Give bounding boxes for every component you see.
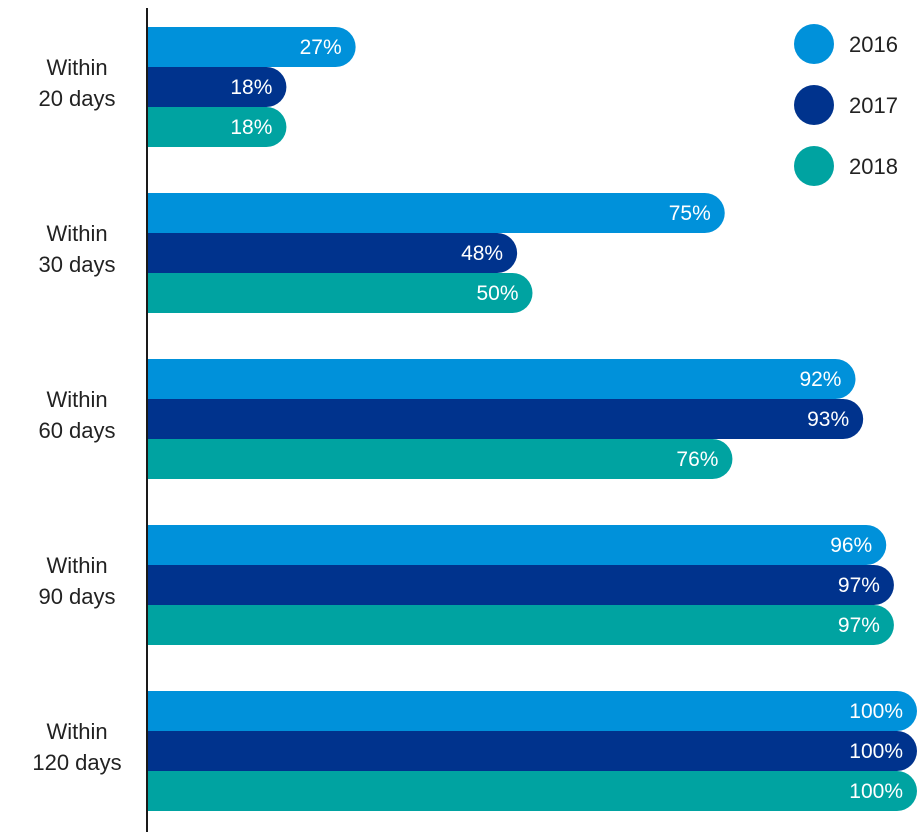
- value-label-2017-cat-1: 48%: [461, 242, 503, 265]
- bar-2016-cat-3: [148, 525, 887, 565]
- value-label-2016-cat-0: 27%: [300, 36, 342, 59]
- bar-2017-cat-4: [148, 731, 917, 771]
- bar-2018-cat-4: [148, 771, 917, 811]
- bar-2017-cat-3: [148, 565, 894, 605]
- bar-2018-cat-1: [148, 273, 533, 313]
- legend-swatch-2016: [794, 24, 834, 64]
- category-label-2-line-1: 60 days: [38, 418, 115, 443]
- category-label-3-line-1: 90 days: [38, 584, 115, 609]
- bar-2016-cat-4: [148, 691, 917, 731]
- bar-2016-cat-0: [148, 27, 356, 67]
- category-label-0-line-0: Within: [46, 55, 107, 80]
- value-label-2016-cat-1: 75%: [669, 202, 711, 225]
- category-label-0-line-1: 20 days: [38, 86, 115, 111]
- value-label-2018-cat-4: 100%: [849, 780, 903, 803]
- category-labels: Within 20 days Within 30 days Within 60 days W…: [32, 55, 121, 775]
- legend-label-2017: 2017: [849, 93, 898, 118]
- bar-2016-cat-1: [148, 193, 725, 233]
- value-label-2018-cat-0: 18%: [230, 116, 272, 139]
- category-label-4-line-1: 120 days: [32, 750, 121, 775]
- legend-label-2018: 2018: [849, 154, 898, 179]
- value-label-2016-cat-3: 96%: [830, 534, 872, 557]
- bar-2017-cat-2: [148, 399, 864, 439]
- bars-layer: 27% 18% 18% 75% 48% 50% 92% 93% 76% 96% 97% 97% 100%…: [148, 27, 917, 811]
- category-label-3-line-0: Within: [46, 553, 107, 578]
- legend-swatch-2018: [794, 146, 834, 186]
- value-label-2018-cat-2: 76%: [676, 448, 718, 471]
- bar-2017-cat-0: [148, 67, 287, 107]
- category-label-2-line-0: Within: [46, 387, 107, 412]
- value-label-2017-cat-4: 100%: [849, 740, 903, 763]
- value-label-2016-cat-4: 100%: [849, 700, 903, 723]
- legend-swatch-2017: [794, 85, 834, 125]
- bar-2018-cat-0: [148, 107, 287, 147]
- value-label-2017-cat-0: 18%: [230, 76, 272, 99]
- legend-label-2016: 2016: [849, 32, 898, 57]
- category-label-1-line-0: Within: [46, 221, 107, 246]
- category-label-4-line-0: Within: [46, 719, 107, 744]
- value-label-2018-cat-3: 97%: [838, 614, 880, 637]
- value-label-2016-cat-2: 92%: [799, 368, 841, 391]
- bar-2016-cat-2: [148, 359, 856, 399]
- legend: 2016 2017 2018: [794, 24, 898, 186]
- value-label-2017-cat-3: 97%: [838, 574, 880, 597]
- value-label-2017-cat-2: 93%: [807, 408, 849, 431]
- bar-2018-cat-2: [148, 439, 733, 479]
- value-label-2018-cat-1: 50%: [476, 282, 518, 305]
- bar-2017-cat-1: [148, 233, 518, 273]
- category-label-1-line-1: 30 days: [38, 252, 115, 277]
- bar-2018-cat-3: [148, 605, 894, 645]
